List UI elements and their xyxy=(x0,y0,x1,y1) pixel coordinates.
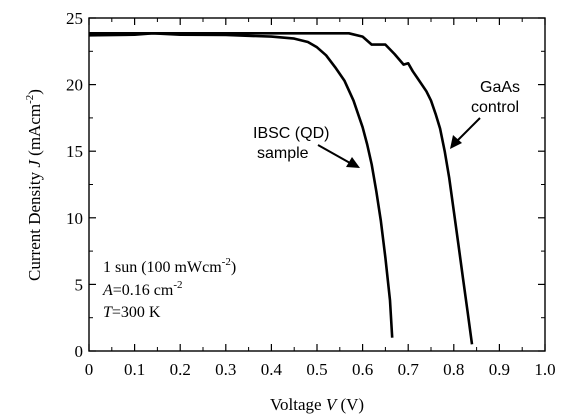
y-tick-label-0: 0 xyxy=(75,342,84,361)
arrow-ibsc xyxy=(317,144,360,168)
x-tick-label-5: 0.5 xyxy=(306,360,327,379)
x-tick-label-4: 0.4 xyxy=(261,360,283,379)
y-tick-label-1: 5 xyxy=(75,275,84,294)
x-tick-label-9: 0.9 xyxy=(489,360,510,379)
x-tick-label-2: 0.2 xyxy=(170,360,191,379)
x-tick-label-1: 0.1 xyxy=(124,360,145,379)
series-label-ibsc-line2: sample xyxy=(257,145,309,162)
x-tick-label-8: 0.8 xyxy=(443,360,464,379)
series-line-gaas xyxy=(89,31,474,345)
series xyxy=(88,31,474,345)
x-tick-label-3: 0.3 xyxy=(215,360,236,379)
x-tick-label-0: 0 xyxy=(85,360,94,379)
series-label-gaas-line2: control xyxy=(471,99,519,116)
x-tick-label-7: 0.7 xyxy=(398,360,420,379)
y-axis-title: Current Density J (mAcm-2) xyxy=(24,89,44,281)
y-tick-label-2: 10 xyxy=(66,209,83,228)
y-tick-label-5: 25 xyxy=(66,9,83,28)
y-tick-label-3: 15 xyxy=(66,142,83,161)
x-axis-title: Voltage V (V) xyxy=(270,395,364,414)
ticks xyxy=(88,17,546,352)
y-tick-label-4: 20 xyxy=(66,76,83,95)
plot-frame xyxy=(88,17,546,352)
arrow-gaas xyxy=(450,117,481,149)
annotation-temperature: T=300 K xyxy=(103,304,161,321)
series-label-gaas-line1: GaAs xyxy=(480,79,520,96)
series-label-ibsc-line1: IBSC (QD) xyxy=(253,125,329,142)
annotation-sun: 1 sun (100 mWcm-2) xyxy=(103,256,236,276)
x-tick-label-6: 0.6 xyxy=(352,360,373,379)
x-tick-label-10: 1.0 xyxy=(534,360,555,379)
series-line-ibsc xyxy=(88,31,394,338)
tick-labels: 0 0.1 0.2 0.3 0.4 0.5 0.6 0.7 0.8 0.9 1.0 0 5 10 15 20 2… xyxy=(66,9,556,379)
annotation-area: A=0.16 cm-2 xyxy=(102,279,183,299)
